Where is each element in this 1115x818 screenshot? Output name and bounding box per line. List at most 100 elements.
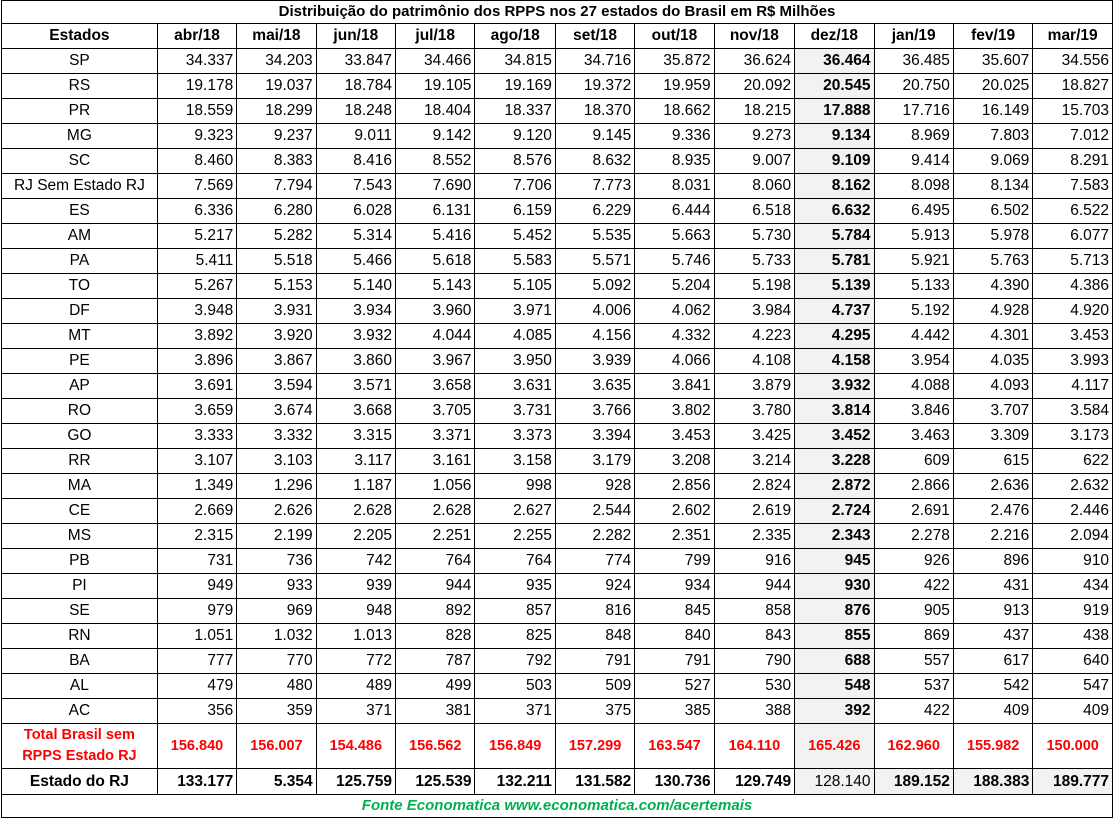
state-cell: PA — [1, 248, 158, 274]
value-cell: 934 — [634, 573, 715, 599]
value-cell: 3.453 — [634, 423, 715, 449]
value-cell: 548 — [794, 673, 875, 699]
value-cell: 787 — [395, 648, 476, 674]
value-cell: 617 — [952, 648, 1034, 674]
value-cell: 5.618 — [395, 248, 476, 274]
value-cell: 5.105 — [474, 273, 556, 299]
value-cell: 1.032 — [236, 623, 317, 649]
value-cell: 3.463 — [873, 423, 954, 449]
value-cell: 7.803 — [952, 123, 1034, 149]
value-cell: 791 — [554, 648, 636, 674]
value-cell: 2.315 — [156, 523, 238, 549]
value-cell: 9.134 — [794, 123, 875, 149]
header-month: out/18 — [634, 23, 715, 49]
table-row: ES 6.336 6.280 6.028 6.131 6.159 6.229 6.444 6.5… — [1, 198, 1113, 224]
value-cell: 3.932 — [315, 323, 397, 349]
value-cell: 3.960 — [395, 298, 476, 324]
value-cell: 434 — [1032, 573, 1113, 599]
value-cell: 828 — [395, 623, 476, 649]
value-cell: 3.161 — [395, 448, 476, 474]
value-cell: 5.466 — [315, 248, 397, 274]
state-cell: PR — [1, 98, 158, 124]
table-row: MA 1.349 1.296 1.187 1.056 998 928 2.856 2.824 2.… — [1, 473, 1113, 499]
value-cell: 3.214 — [713, 448, 796, 474]
total-value: 156.840 — [156, 723, 238, 769]
value-cell: 381 — [395, 698, 476, 724]
state-cell: AC — [1, 698, 158, 724]
value-cell: 2.636 — [952, 473, 1034, 499]
value-cell: 2.866 — [873, 473, 954, 499]
value-cell: 18.337 — [474, 98, 556, 124]
value-cell: 4.006 — [554, 298, 636, 324]
value-cell: 2.872 — [794, 473, 875, 499]
value-cell: 18.299 — [236, 98, 317, 124]
value-cell: 34.556 — [1032, 48, 1113, 74]
value-cell: 939 — [315, 573, 397, 599]
value-cell: 5.217 — [156, 223, 238, 249]
value-cell: 910 — [1032, 548, 1113, 574]
value-cell: 9.120 — [474, 123, 556, 149]
value-cell: 949 — [156, 573, 238, 599]
value-cell: 5.518 — [236, 248, 317, 274]
value-cell: 913 — [952, 598, 1034, 624]
value-cell: 356 — [156, 698, 238, 724]
value-cell: 928 — [554, 473, 636, 499]
value-cell: 5.192 — [873, 298, 954, 324]
value-cell: 774 — [554, 548, 636, 574]
state-cell: AM — [1, 223, 158, 249]
value-cell: 845 — [634, 598, 715, 624]
total-value: 156.562 — [395, 723, 476, 769]
value-cell: 3.932 — [794, 373, 875, 399]
value-cell: 2.446 — [1032, 498, 1113, 524]
value-cell: 33.847 — [315, 48, 397, 74]
value-cell: 3.425 — [713, 423, 796, 449]
value-cell: 509 — [554, 673, 636, 699]
value-cell: 764 — [474, 548, 556, 574]
value-cell: 4.035 — [952, 348, 1034, 374]
value-cell: 8.632 — [554, 148, 636, 174]
value-cell: 4.301 — [952, 323, 1034, 349]
value-cell: 3.453 — [1032, 323, 1113, 349]
value-cell: 18.370 — [554, 98, 636, 124]
value-cell: 4.158 — [794, 348, 875, 374]
value-cell: 736 — [236, 548, 317, 574]
value-cell: 371 — [474, 698, 556, 724]
state-cell: GO — [1, 423, 158, 449]
value-cell: 4.044 — [395, 323, 476, 349]
value-cell: 916 — [713, 548, 796, 574]
value-cell: 3.371 — [395, 423, 476, 449]
value-cell: 944 — [395, 573, 476, 599]
header-section: Estados abr/18 mai/18 jun/18 jul/18 ago/18 set… — [1, 23, 1113, 49]
value-cell: 8.576 — [474, 148, 556, 174]
value-cell: 2.619 — [713, 498, 796, 524]
total-value: 165.426 — [794, 723, 875, 769]
value-cell: 1.349 — [156, 473, 238, 499]
value-cell: 20.750 — [873, 73, 954, 99]
value-cell: 34.466 — [395, 48, 476, 74]
value-cell: 35.607 — [952, 48, 1034, 74]
value-cell: 8.162 — [794, 173, 875, 199]
total-value: 162.960 — [873, 723, 954, 769]
value-cell: 3.158 — [474, 448, 556, 474]
value-cell: 5.282 — [236, 223, 317, 249]
header-month: jul/18 — [395, 23, 476, 49]
header-month: fev/19 — [952, 23, 1034, 49]
value-cell: 3.635 — [554, 373, 636, 399]
table-row: RR 3.107 3.103 3.117 3.161 3.158 3.179 3.208 3.2… — [1, 448, 1113, 474]
value-cell: 3.707 — [952, 398, 1034, 424]
value-cell: 3.315 — [315, 423, 397, 449]
state-cell: MS — [1, 523, 158, 549]
total-value: 156.007 — [236, 723, 317, 769]
value-cell: 5.143 — [395, 273, 476, 299]
value-cell: 9.237 — [236, 123, 317, 149]
value-cell: 503 — [474, 673, 556, 699]
value-cell: 388 — [713, 698, 796, 724]
value-cell: 8.935 — [634, 148, 715, 174]
value-cell: 5.452 — [474, 223, 556, 249]
value-cell: 5.133 — [873, 273, 954, 299]
total-section: Total Brasil sem RPPS Estado RJ 156.840 156… — [1, 723, 1113, 769]
value-cell: 422 — [873, 698, 954, 724]
value-cell: 19.105 — [395, 73, 476, 99]
value-cell: 4.088 — [873, 373, 954, 399]
value-cell: 924 — [554, 573, 636, 599]
